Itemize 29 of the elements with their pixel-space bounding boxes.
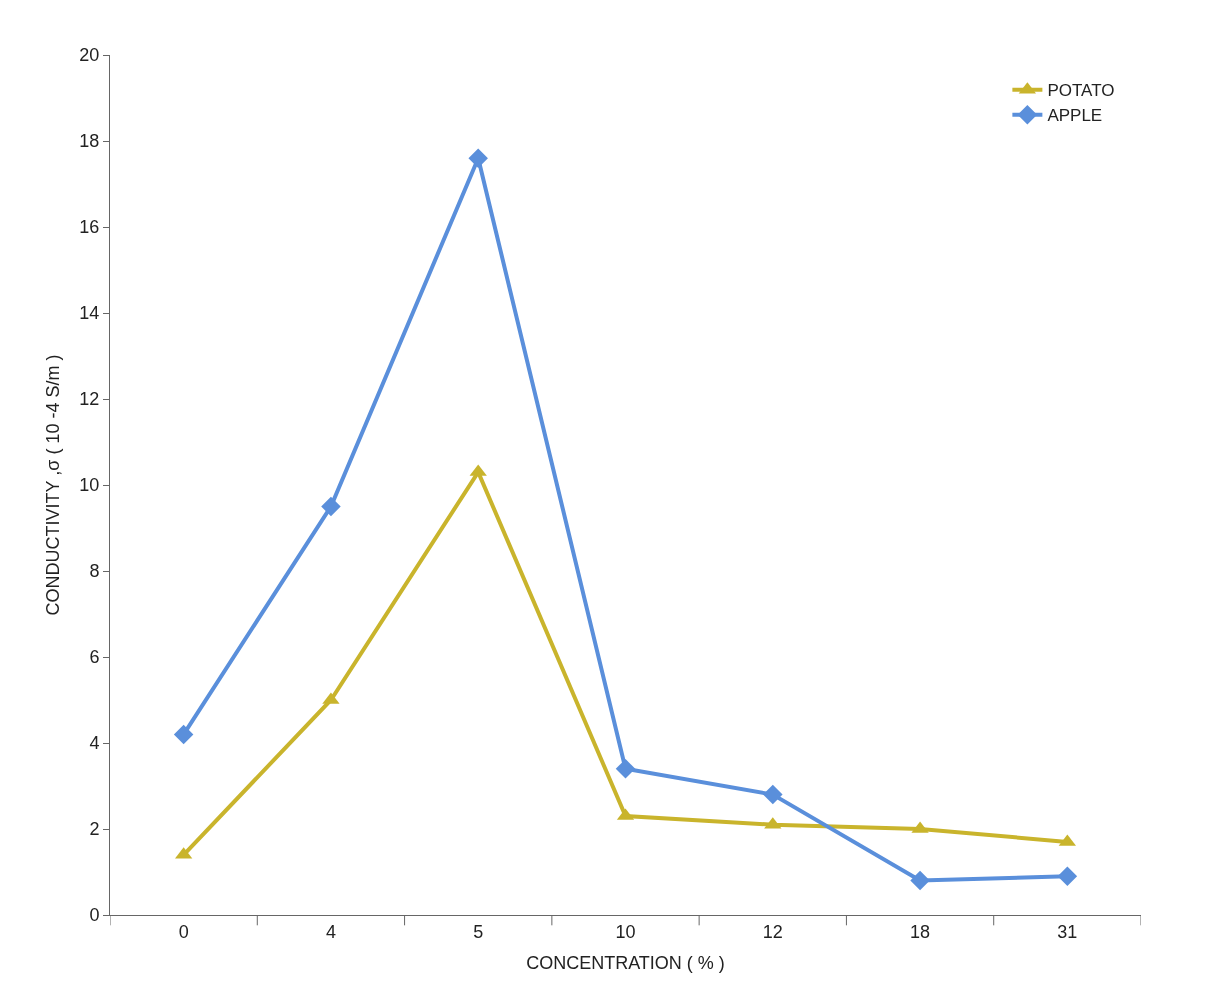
point <box>321 496 341 517</box>
y-tick-label: 16 <box>79 217 100 238</box>
y-tick-label: 2 <box>89 819 100 840</box>
x-tick-label: 18 <box>910 921 931 942</box>
point <box>468 148 488 168</box>
x-tick-label: 31 <box>1057 921 1078 942</box>
y-tick-label: 8 <box>89 561 100 582</box>
y-tick-label: 6 <box>89 647 100 668</box>
y-tick-label: 14 <box>79 303 100 324</box>
point <box>910 870 930 891</box>
x-tick-label: 12 <box>762 921 783 942</box>
y-tick-label: 18 <box>79 131 100 152</box>
point <box>615 759 636 779</box>
y-tick-label: 4 <box>89 733 100 754</box>
x-tick-label: 4 <box>325 921 336 942</box>
point <box>763 784 783 805</box>
y-tick-label: 20 <box>79 45 100 66</box>
point <box>173 724 194 745</box>
point <box>1057 866 1078 887</box>
y-axis-title: CONDUCTIVITY ,σ ( 10 -4 S/m ) <box>42 354 63 616</box>
y-tick-label: 12 <box>79 389 100 410</box>
legend-label: POTATO <box>1047 81 1115 101</box>
y-tick-label: 10 <box>79 475 100 496</box>
x-tick-label: 10 <box>615 921 636 942</box>
x-axis-title: CONCENTRATION ( % ) <box>526 952 725 973</box>
x-tick-label: 5 <box>473 921 484 942</box>
x-tick-label: 0 <box>178 921 189 942</box>
y-tick-label: 0 <box>89 905 100 926</box>
legend-label: APPLE <box>1047 106 1103 126</box>
